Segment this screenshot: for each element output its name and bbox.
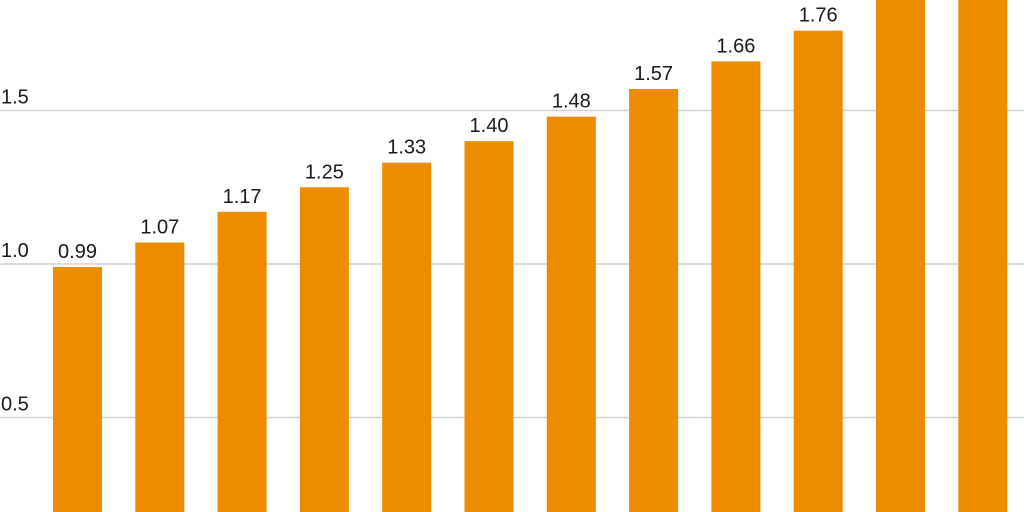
- data-label: 1.48: [552, 91, 591, 113]
- data-labels: 0.99 1.07 1.17 1.25 1.33 1.40 1.48 1.57 1.66 1.76: [58, 5, 838, 263]
- data-label: 1.33: [387, 137, 426, 159]
- bars: [53, 0, 1008, 512]
- data-label: 1.07: [140, 217, 179, 239]
- bar: [876, 0, 925, 512]
- bar: [546, 116, 596, 512]
- data-label: 1.66: [716, 35, 755, 57]
- bar: [135, 242, 185, 512]
- bar: [464, 141, 514, 512]
- bar: [53, 267, 102, 512]
- data-label: 1.76: [799, 5, 838, 27]
- data-label: 1.25: [305, 161, 344, 183]
- y-tick-label: 1.0: [1, 240, 29, 262]
- y-tick-label: 0.5: [1, 394, 29, 416]
- bar: [711, 61, 761, 512]
- bar: [629, 89, 679, 512]
- y-tick-label: 1.5: [1, 87, 29, 109]
- data-label: 1.40: [470, 115, 509, 137]
- data-label: 1.57: [634, 63, 673, 85]
- bar: [958, 0, 1008, 512]
- bar: [217, 211, 267, 512]
- y-axis-tick-labels: 0.5 1.0 1.5: [1, 87, 29, 416]
- data-label: 1.17: [223, 186, 262, 208]
- bar: [299, 187, 349, 512]
- bar: [793, 30, 843, 512]
- bar: [382, 162, 432, 512]
- data-label: 0.99: [58, 241, 97, 263]
